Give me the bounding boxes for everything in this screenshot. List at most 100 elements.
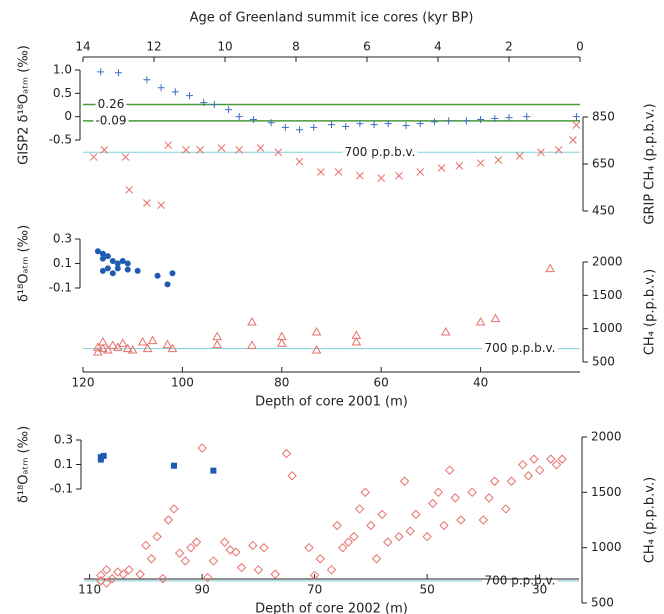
data-point bbox=[146, 554, 157, 564]
y2-tick-label: 1000 bbox=[591, 540, 622, 554]
data-point bbox=[96, 570, 106, 581]
y-tick-label: 0 bbox=[64, 109, 72, 123]
data-point bbox=[212, 339, 223, 349]
data-point bbox=[104, 253, 111, 260]
data-point bbox=[127, 344, 138, 354]
y-tick-label: 0.1 bbox=[53, 256, 72, 270]
y-tick-label: -0.1 bbox=[50, 482, 73, 496]
data-point bbox=[478, 515, 489, 525]
reference-label: -0.09 bbox=[95, 113, 126, 127]
x-tick-label: 70 bbox=[307, 583, 322, 597]
y-tick-label: -0.5 bbox=[49, 133, 72, 147]
x-axis-label: Depth of core 2001 (m) bbox=[255, 395, 408, 410]
data-point bbox=[143, 199, 151, 207]
data-point bbox=[102, 344, 113, 354]
data-point bbox=[124, 565, 134, 575]
data-point bbox=[572, 121, 581, 129]
data-point bbox=[158, 573, 168, 584]
data-point bbox=[515, 152, 524, 160]
data-point bbox=[182, 146, 190, 154]
reference-label: 700 p.p.b.v. bbox=[485, 341, 556, 355]
x-tick-label: 80 bbox=[274, 376, 289, 390]
data-point bbox=[93, 342, 103, 351]
data-point bbox=[196, 146, 205, 154]
data-point bbox=[523, 471, 534, 481]
data-point bbox=[210, 467, 217, 474]
data-point bbox=[342, 122, 350, 130]
data-point bbox=[456, 515, 466, 525]
data-point bbox=[235, 146, 244, 154]
data-point bbox=[402, 122, 410, 130]
data-point bbox=[569, 136, 577, 144]
data-point bbox=[490, 313, 501, 323]
data-point bbox=[557, 454, 567, 464]
data-point bbox=[384, 120, 392, 128]
data-point bbox=[351, 336, 362, 346]
data-point bbox=[235, 113, 243, 121]
x-tick-label: 4 bbox=[434, 40, 442, 54]
y2-tick-label: 500 bbox=[591, 596, 614, 610]
data-point bbox=[428, 498, 438, 509]
data-point bbox=[370, 121, 378, 129]
data-point bbox=[169, 270, 176, 277]
data-point bbox=[349, 531, 359, 542]
y-tick-label: 1.0 bbox=[53, 63, 72, 77]
x-tick-label: 60 bbox=[374, 376, 389, 390]
data-point bbox=[99, 255, 106, 262]
data-point bbox=[89, 153, 98, 161]
data-point bbox=[122, 343, 133, 353]
data-point bbox=[445, 117, 453, 125]
data-point bbox=[107, 573, 117, 584]
data-point bbox=[422, 531, 432, 542]
data-point bbox=[154, 272, 161, 279]
data-point bbox=[212, 331, 223, 341]
data-point bbox=[433, 487, 444, 498]
data-point bbox=[231, 547, 241, 557]
data-point bbox=[186, 92, 193, 100]
data-point bbox=[354, 504, 365, 514]
y2-tick-label: 1500 bbox=[592, 288, 623, 302]
x-tick-label: 8 bbox=[292, 40, 300, 54]
data-point bbox=[134, 267, 141, 274]
data-point bbox=[437, 164, 446, 172]
y-tick-label: -0.1 bbox=[49, 281, 72, 295]
label-background bbox=[482, 341, 558, 356]
data-point bbox=[114, 265, 121, 272]
x-tick-label: 120 bbox=[72, 376, 95, 390]
y2-tick-label: 650 bbox=[592, 157, 615, 171]
data-point bbox=[328, 121, 335, 129]
data-point bbox=[164, 281, 171, 288]
data-point bbox=[107, 340, 118, 349]
data-point bbox=[332, 520, 342, 531]
x-tick-label: 90 bbox=[194, 583, 209, 597]
data-point bbox=[315, 554, 325, 564]
data-point bbox=[326, 565, 337, 575]
data-point bbox=[491, 115, 499, 123]
y2-axis-label: GRIP CH₄ (p.p.b.v.) bbox=[643, 103, 658, 224]
reference-label: 700 p.p.b.v. bbox=[485, 573, 556, 587]
data-point bbox=[371, 554, 382, 564]
data-point bbox=[551, 459, 562, 470]
y-axis-label: δ¹⁸Oₐₜₘ (‰) bbox=[17, 426, 32, 503]
data-point bbox=[162, 339, 173, 349]
label-background bbox=[342, 144, 418, 159]
data-point bbox=[455, 162, 464, 170]
data-point bbox=[225, 106, 233, 114]
y-axis-label: δ¹⁸Oₐₜₘ (‰) bbox=[17, 225, 32, 302]
data-point bbox=[217, 144, 226, 152]
data-point bbox=[505, 114, 513, 122]
data-point bbox=[430, 118, 438, 126]
x-tick-label: 100 bbox=[171, 376, 194, 390]
data-point bbox=[537, 148, 545, 157]
data-point bbox=[311, 344, 322, 354]
x-axis-label: Age of Greenland summit ice cores (kyr B… bbox=[190, 11, 474, 26]
y2-axis-label: CH₄ (p.p.b.v.) bbox=[643, 269, 658, 355]
data-point bbox=[125, 185, 134, 194]
data-point bbox=[309, 570, 320, 581]
data-point bbox=[546, 454, 556, 464]
data-point bbox=[99, 267, 106, 274]
data-point bbox=[554, 146, 563, 154]
data-point bbox=[310, 123, 318, 131]
data-point bbox=[399, 476, 410, 486]
data-point bbox=[163, 515, 174, 525]
